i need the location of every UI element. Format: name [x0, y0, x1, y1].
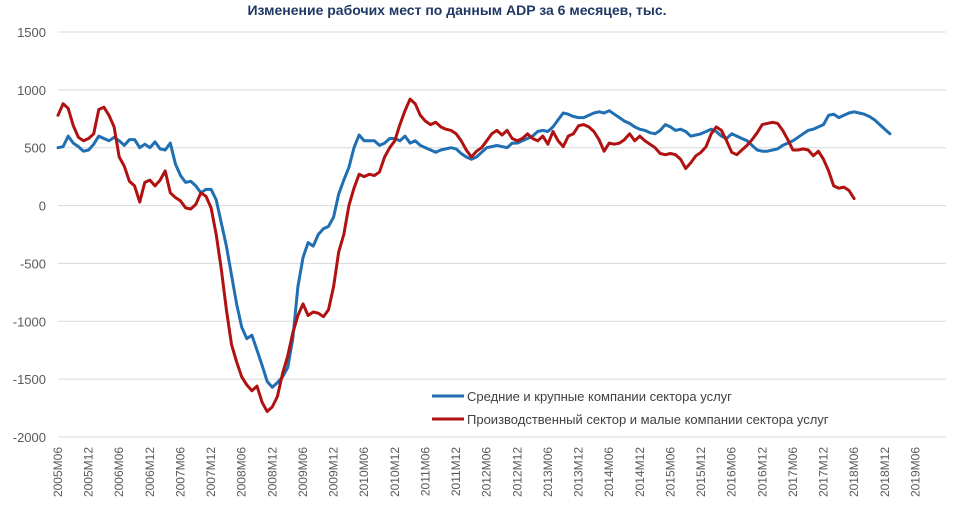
y-axis-tick-labels: 1500 1000 500 0 -500 -1000 -1500 -2000	[13, 25, 46, 445]
series-line-services-large	[56, 109, 892, 389]
x-tick-label: 2013M06	[541, 447, 555, 497]
x-tick-label: 2014M12	[633, 447, 647, 497]
y-tick-label: 1500	[17, 25, 46, 40]
y-tick-label: -500	[20, 256, 46, 271]
x-tick-label: 2008M12	[265, 447, 279, 497]
x-tick-label: 2006M12	[143, 447, 157, 497]
y-tick-label: -1000	[13, 314, 46, 329]
x-axis-tick-labels: 2005M06 2005M12 2006M06 2006M12 2007M06 2007M…	[51, 447, 922, 497]
x-tick-label: 2017M06	[786, 447, 800, 497]
y-tick-label: 500	[24, 141, 46, 156]
x-tick-label: 2017M12	[817, 447, 831, 497]
x-tick-label: 2007M12	[204, 447, 218, 497]
gridlines	[58, 31, 946, 438]
x-tick-label: 2010M06	[357, 447, 371, 497]
x-tick-label: 2008M06	[235, 447, 249, 497]
chart-title: Изменение рабочих мест по данным ADP за …	[247, 2, 666, 18]
y-tick-label: -2000	[13, 430, 46, 445]
series-line-manufacturing-small	[56, 97, 856, 413]
x-tick-label: 2019M06	[908, 447, 922, 497]
x-tick-label: 2018M12	[878, 447, 892, 497]
y-tick-label: 0	[39, 199, 46, 214]
x-tick-label: 2006M06	[112, 447, 126, 497]
series-lines	[56, 97, 892, 413]
x-tick-label: 2015M12	[694, 447, 708, 497]
x-tick-label: 2011M06	[418, 447, 432, 496]
y-tick-label: 1000	[17, 83, 46, 98]
x-tick-label: 2018M06	[847, 447, 861, 497]
legend-label-services-large: Средние и крупные компании сектора услуг	[467, 389, 732, 404]
y-tick-label: -1500	[13, 372, 46, 387]
x-tick-label: 2009M12	[327, 447, 341, 497]
x-tick-label: 2012M06	[480, 447, 494, 497]
x-tick-label: 2015M06	[663, 447, 677, 497]
x-tick-label: 2014M06	[602, 447, 616, 497]
x-tick-label: 2007M06	[173, 447, 187, 497]
x-tick-label: 2012M12	[510, 447, 524, 497]
legend: Средние и крупные компании сектора услуг…	[432, 389, 829, 427]
x-tick-label: 2011M12	[449, 447, 463, 496]
x-tick-label: 2005M12	[82, 447, 96, 497]
x-tick-label: 2009M06	[296, 447, 310, 497]
legend-label-manufacturing-small: Производственный сектор и малые компании…	[467, 412, 829, 427]
x-tick-label: 2016M06	[725, 447, 739, 497]
x-tick-label: 2016M12	[755, 447, 769, 497]
x-tick-label: 2005M06	[51, 447, 65, 497]
x-tick-label: 2010M12	[388, 447, 402, 497]
x-tick-label: 2013M12	[572, 447, 586, 497]
